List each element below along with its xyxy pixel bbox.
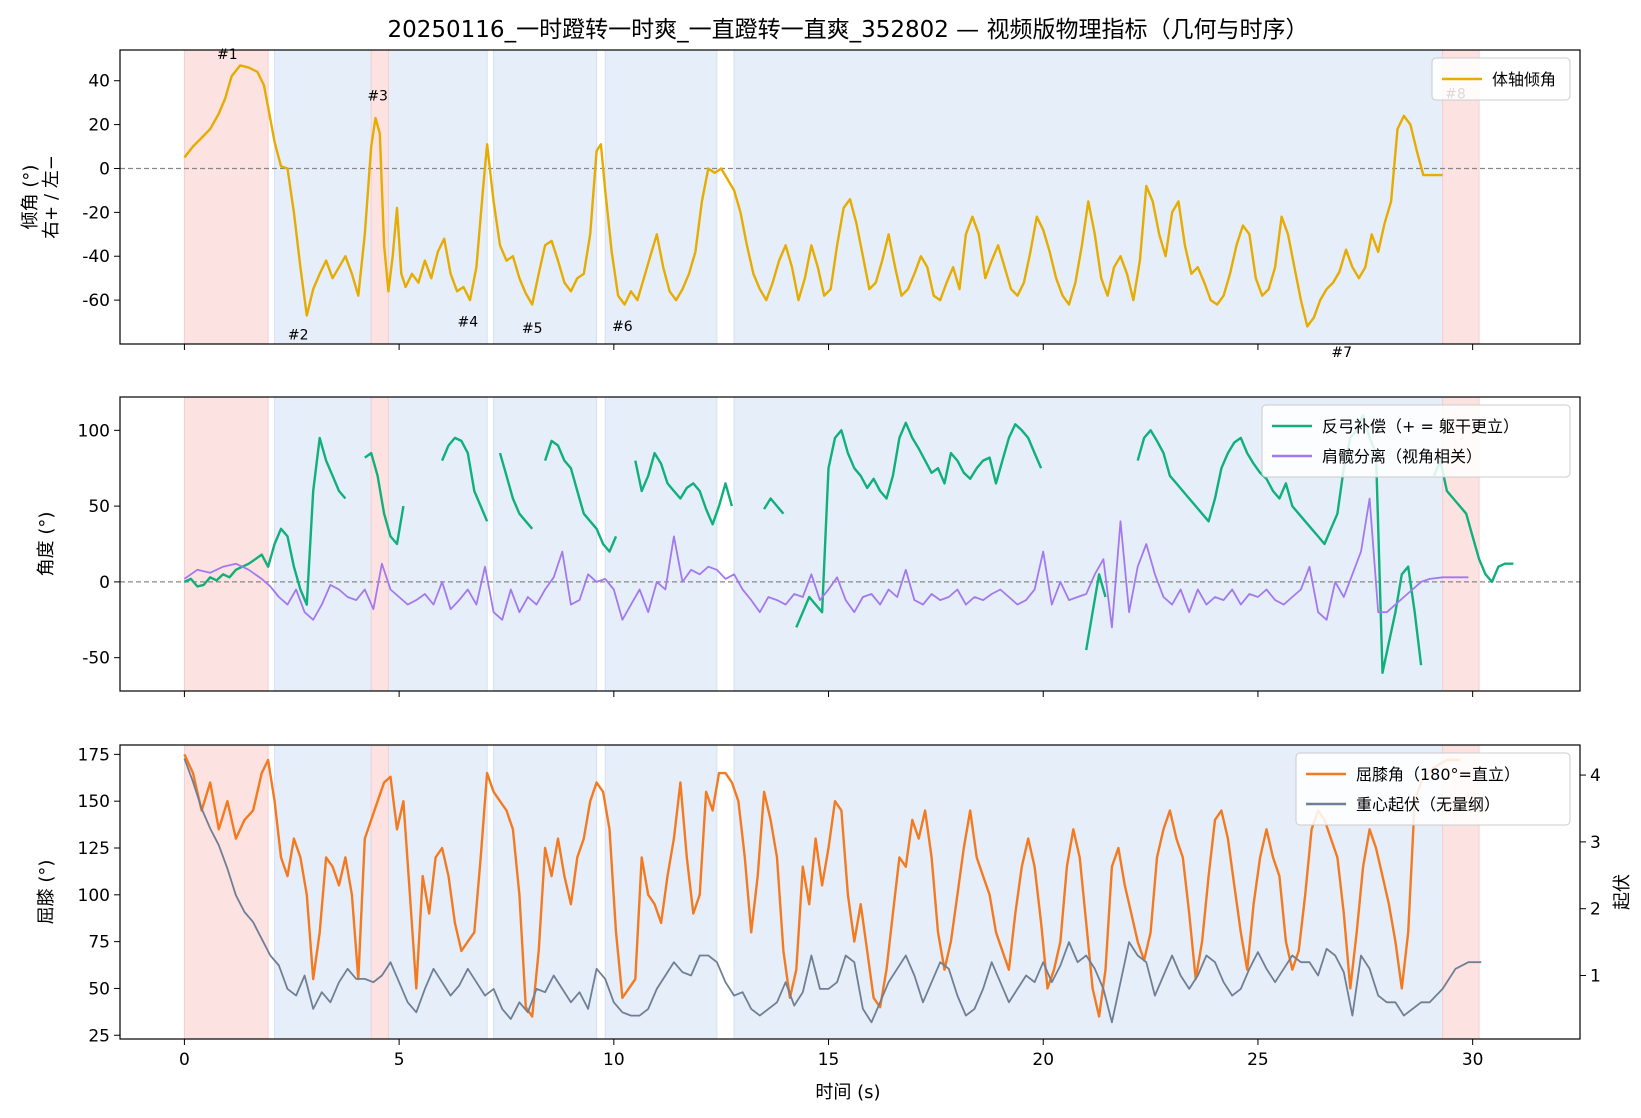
y-tick-label: 125: [78, 839, 110, 859]
shaded-region-blue-4: [604, 396, 718, 692]
y-axis-label: 屈膝 (°): [36, 860, 57, 925]
y-tick-label: 20: [88, 116, 110, 136]
y-tick-label: -40: [82, 247, 110, 267]
legend: 屈膝角（180°=直立） 重心起伏（无量纲）: [1295, 752, 1571, 826]
x-tick-label: 0: [179, 1050, 190, 1070]
y-tick-label: 25: [88, 1026, 110, 1046]
peak-annotation-4: #4: [458, 314, 479, 330]
shaded-region-blue-2: [387, 396, 488, 692]
legend-entry: 重心起伏（无量纲）: [1356, 795, 1500, 814]
y-tick-label: 75: [88, 933, 110, 953]
series-line-3-1: [183, 753, 1460, 1018]
y-tick-label: 40: [88, 72, 110, 92]
x-tick-label: 10: [603, 1050, 625, 1070]
series-line-3-2: [183, 758, 1482, 1024]
y-axis-label: 角度 (°): [36, 512, 57, 577]
shaded-region-blue-3: [493, 396, 598, 692]
peak-annotation-1: #1: [217, 47, 238, 63]
y-tick-label: 0: [99, 159, 110, 179]
peak-annotation-5: #5: [522, 321, 543, 337]
shaded-region-blue-1: [274, 49, 372, 345]
x-axis-label: 时间 (s): [815, 1082, 880, 1103]
x-tick-label: 15: [818, 1050, 840, 1070]
panel-frame: [119, 49, 1581, 345]
shaded-region-blue-2: [387, 49, 488, 345]
panel-frame: [119, 396, 1581, 692]
x-tick-label: 5: [394, 1050, 405, 1070]
y-axis-label: 右+ / 左−: [41, 155, 62, 239]
legend-box: [1431, 57, 1571, 101]
shaded-region-blue-4: [604, 744, 718, 1040]
shaded-region-blue-5: [733, 49, 1444, 345]
x-tick-label: 30: [1462, 1050, 1484, 1070]
legend-box: [1295, 752, 1571, 826]
right-y-tick-label: 3: [1590, 833, 1601, 853]
y-tick-label: 50: [88, 497, 110, 517]
panel-frame: [119, 744, 1581, 1040]
chart-title: 20250116_一时蹬转一时爽_一直蹬转一直爽_352802 — 视频版物理指…: [388, 17, 1309, 43]
shaded-region-red-2: [370, 744, 389, 1040]
panel-3: 175 150 125 100 75 50 25 0 5 10 15 20 25 30 1 2 3 4 起伏 屈膝 (…: [36, 744, 1633, 1070]
y-tick-label: 100: [78, 421, 110, 441]
right-y-tick-label: 4: [1590, 766, 1601, 786]
series-line-1-1: [183, 64, 1443, 328]
legend-entry: 体轴倾角: [1492, 70, 1556, 89]
panel-2: 100 50 0 -50 角度 (°) 反弓补偿（+ = 躯干更立） 肩髋分离（视角相关）: [36, 396, 1581, 697]
y-tick-label: -20: [82, 203, 110, 223]
legend-entry: 肩髋分离（视角相关）: [1322, 447, 1482, 466]
shaded-region-red-1: [183, 49, 269, 345]
y-axis-label: 倾角 (°): [20, 165, 41, 230]
right-y-tick-label: 2: [1590, 900, 1601, 920]
shaded-region-blue-3: [493, 49, 598, 345]
shaded-region-red-1: [183, 396, 269, 692]
y-tick-label: 100: [78, 886, 110, 906]
y-tick-label: 50: [88, 979, 110, 999]
legend-entry: 反弓补偿（+ = 躯干更立）: [1322, 417, 1519, 436]
peak-annotation-3: #3: [367, 88, 388, 104]
legend: 体轴倾角: [1431, 57, 1571, 101]
peak-annotation-6: #6: [612, 319, 633, 335]
y-tick-label: -60: [82, 291, 110, 311]
shaded-region-blue-4: [604, 49, 718, 345]
y-tick-label: 0: [99, 573, 110, 593]
legend: 反弓补偿（+ = 躯干更立） 肩髋分离（视角相关）: [1261, 404, 1571, 478]
right-y-axis-label: 起伏: [1612, 874, 1633, 910]
x-tick-label: 25: [1247, 1050, 1269, 1070]
x-tick-label: 20: [1032, 1050, 1054, 1070]
peak-annotation-7: #7: [1331, 345, 1352, 361]
series-line-2-1: [183, 414, 1514, 674]
series-line-2-2: [183, 497, 1469, 629]
shaded-region-blue-2: [387, 744, 488, 1040]
shaded-region-red-2: [370, 396, 389, 692]
y-tick-label: -50: [82, 649, 110, 669]
legend-box: [1261, 404, 1571, 478]
right-y-tick-label: 1: [1590, 967, 1601, 987]
y-tick-label: 150: [78, 792, 110, 812]
peak-annotation-2: #2: [288, 328, 309, 344]
legend-entry: 屈膝角（180°=直立）: [1356, 765, 1520, 784]
shaded-region-blue-3: [493, 744, 598, 1040]
y-tick-label: 175: [78, 745, 110, 765]
